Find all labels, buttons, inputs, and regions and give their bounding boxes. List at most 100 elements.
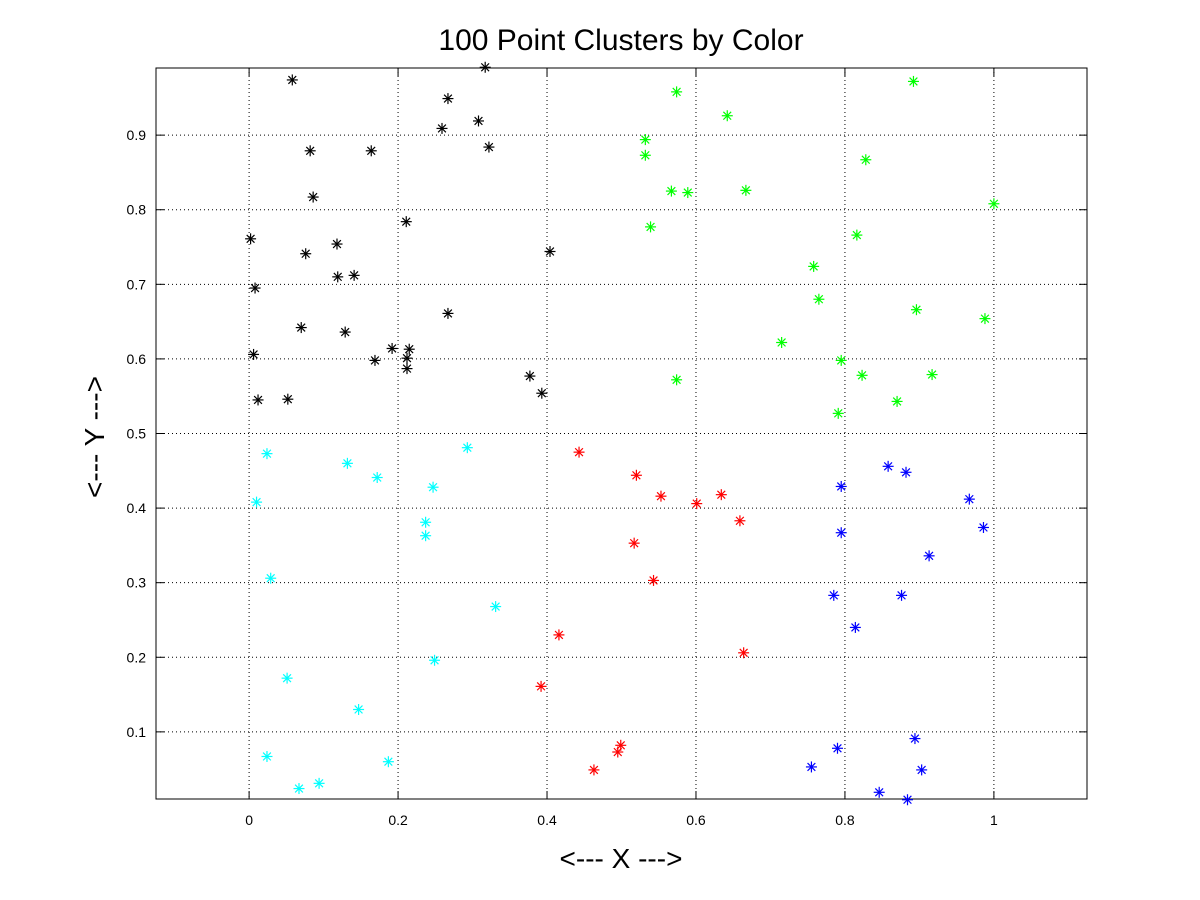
data-point (261, 448, 273, 460)
data-point (265, 572, 277, 584)
x-axis-label: <--- X ---> (560, 843, 683, 874)
data-point (442, 93, 454, 105)
data-point (648, 574, 660, 586)
data-point (628, 537, 640, 549)
data-point (553, 629, 565, 641)
data-point (339, 326, 351, 338)
data-point (910, 304, 922, 316)
data-point (907, 75, 919, 87)
x-tick-label: 0.8 (835, 812, 855, 828)
data-point (873, 786, 885, 798)
x-tick-label: 0 (245, 812, 253, 828)
data-point (738, 647, 750, 659)
data-point (808, 260, 820, 272)
data-point (734, 515, 746, 527)
data-point (436, 122, 448, 134)
data-point (715, 489, 727, 501)
x-tick-label: 0.4 (537, 812, 557, 828)
data-point (281, 672, 293, 684)
data-point (691, 498, 703, 510)
data-point (353, 703, 365, 715)
data-point (371, 472, 383, 484)
data-point (612, 746, 624, 758)
y-tick-label: 0.7 (127, 276, 147, 292)
x-tick-label: 1 (990, 812, 998, 828)
data-point (902, 794, 914, 806)
data-point (630, 469, 642, 481)
data-point (479, 61, 491, 73)
data-point (293, 783, 305, 795)
data-point (420, 516, 432, 528)
data-point (365, 145, 377, 157)
data-point (776, 336, 788, 348)
data-point (524, 370, 536, 382)
y-tick-label: 0.2 (127, 649, 147, 665)
data-point (535, 680, 547, 692)
data-point (923, 550, 935, 562)
data-point (882, 460, 894, 472)
data-point (261, 750, 273, 762)
data-point (401, 352, 413, 364)
y-tick-label: 0.3 (127, 575, 147, 591)
y-tick-label: 0.5 (127, 426, 147, 442)
data-point (420, 530, 432, 542)
data-point (490, 601, 502, 613)
data-point (304, 145, 316, 157)
data-point (295, 322, 307, 334)
data-point (252, 394, 264, 406)
data-point (483, 141, 495, 153)
data-point (909, 733, 921, 745)
data-point (286, 74, 298, 86)
data-point (332, 271, 344, 283)
data-point (671, 374, 683, 386)
y-tick-label: 0.4 (127, 500, 147, 516)
data-point (400, 216, 412, 228)
data-point (835, 354, 847, 366)
data-point (544, 245, 556, 257)
data-point (536, 387, 548, 399)
data-point (403, 343, 415, 355)
data-point (721, 110, 733, 122)
data-point (282, 393, 294, 405)
data-point (341, 457, 353, 469)
data-point (639, 134, 651, 146)
data-point (573, 446, 585, 458)
data-point (896, 589, 908, 601)
data-point (813, 293, 825, 305)
data-point (988, 198, 1000, 210)
data-point (851, 229, 863, 241)
data-point (655, 490, 667, 502)
axis-ticks: 0 0.2 0.4 0.6 0.8 1 0.1 0.2 0.3 0.4 0.5 0.6 0.7 0.8 0.… (127, 68, 1087, 828)
data-point (348, 269, 360, 281)
data-point (835, 527, 847, 539)
data-point (856, 369, 868, 381)
data-point (979, 313, 991, 325)
data-point (926, 369, 938, 381)
data-point (313, 777, 325, 789)
data-point (645, 221, 657, 233)
data-point (900, 466, 912, 478)
data-point (963, 493, 975, 505)
data-point (442, 307, 454, 319)
y-tick-label: 0.1 (127, 724, 147, 740)
y-tick-label: 0.8 (127, 202, 147, 218)
data-point (639, 149, 651, 161)
data-point (831, 742, 843, 754)
data-point (977, 521, 989, 533)
data-point (331, 238, 343, 250)
data-point (835, 480, 847, 492)
data-point (427, 481, 439, 493)
y-tick-label: 0.9 (127, 127, 147, 143)
data-point (401, 363, 413, 375)
data-point (828, 589, 840, 601)
data-point (369, 354, 381, 366)
x-tick-label: 0.6 (686, 812, 706, 828)
data-point (671, 86, 683, 98)
data-point (251, 496, 263, 508)
data-point (249, 282, 261, 294)
data-point (805, 761, 817, 773)
data-point (916, 764, 928, 776)
data-point (740, 184, 752, 196)
data-point (461, 442, 473, 454)
